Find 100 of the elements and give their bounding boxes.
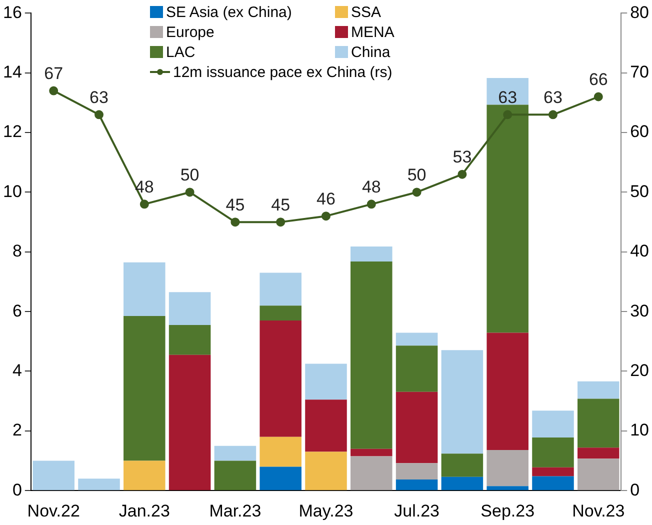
legend-label: Europe	[166, 24, 214, 40]
x-tick-label: May.23	[298, 501, 354, 520]
bar	[486, 486, 528, 490]
y2-tick-label: 70	[630, 62, 650, 82]
bar	[486, 332, 528, 450]
legend-label: 12m issuance pace ex China (rs)	[173, 64, 392, 80]
bar	[78, 478, 120, 490]
bar	[578, 458, 620, 490]
bar	[214, 446, 256, 461]
data-label: 46	[316, 189, 336, 208]
x-tick-label: Nov.23	[572, 501, 625, 520]
bar	[305, 400, 347, 452]
bar	[260, 436, 302, 467]
data-label: 63	[90, 88, 108, 107]
y-tick-label: 10	[2, 182, 22, 201]
bar	[305, 364, 347, 400]
x-tick-label: Jan.23	[118, 501, 170, 520]
legend-label: LAC	[166, 44, 196, 60]
y2-tick-label: 30	[630, 301, 650, 320]
bar	[486, 78, 528, 105]
y-tick-label: 2	[12, 420, 22, 440]
legend-label: SSA	[351, 4, 382, 20]
x-tick-label: Mar.23	[209, 501, 262, 520]
data-label: 45	[271, 195, 290, 214]
y2-tick-label: 60	[630, 122, 650, 142]
data-label: 48	[362, 177, 381, 196]
x-tick-label: Jul.23	[394, 501, 440, 520]
point	[503, 110, 512, 120]
bar	[486, 450, 528, 486]
data-label: 67	[44, 64, 64, 83]
point	[94, 110, 104, 120]
bar	[124, 262, 166, 316]
bar	[441, 454, 484, 477]
data-label: 50	[180, 165, 200, 184]
bar	[532, 476, 574, 490]
bar	[532, 437, 574, 468]
point	[140, 200, 149, 209]
point	[185, 188, 194, 197]
y2-tick-label: 50	[630, 182, 650, 201]
point	[276, 218, 286, 227]
bar	[260, 466, 302, 490]
y-tick-label: 0	[12, 480, 22, 500]
bar	[214, 460, 256, 490]
bar	[396, 392, 438, 464]
data-label: 50	[407, 165, 426, 184]
bar	[260, 272, 302, 306]
point	[412, 188, 422, 197]
legend-label: MENA	[351, 24, 394, 40]
bar	[168, 292, 211, 325]
bar	[350, 261, 392, 449]
bar	[168, 354, 211, 490]
point	[322, 212, 330, 221]
data-label: 53	[452, 148, 472, 167]
bar	[578, 381, 620, 399]
bar	[168, 325, 211, 355]
bar	[578, 448, 620, 459]
y-tick-label: 8	[12, 242, 22, 261]
y2-tick-label: 20	[630, 360, 650, 380]
y2-tick-label: 80	[630, 2, 650, 22]
data-label: 63	[544, 88, 562, 107]
data-label: 63	[498, 88, 518, 107]
y-tick-label: 16	[2, 2, 22, 22]
bar	[124, 316, 166, 461]
bar	[260, 306, 302, 321]
bar	[260, 320, 302, 437]
point	[594, 92, 603, 102]
bar	[578, 398, 620, 448]
bar	[396, 480, 438, 490]
y2-tick-label: 40	[630, 242, 650, 261]
point	[458, 170, 467, 179]
bar	[350, 448, 392, 456]
y-tick-label: 14	[2, 62, 22, 82]
x-tick-label: Nov.22	[27, 501, 80, 520]
bar	[396, 463, 438, 480]
bar	[124, 460, 166, 490]
data-label: 48	[134, 177, 154, 196]
bar	[32, 460, 74, 490]
legend-label: China	[351, 44, 390, 60]
bar	[441, 476, 484, 490]
bar	[486, 104, 528, 333]
bar	[305, 452, 347, 490]
x-tick-label: Sep.23	[480, 501, 535, 520]
point	[366, 200, 376, 209]
point	[49, 86, 58, 96]
y-tick-label: 12	[2, 122, 22, 142]
y2-tick-label: 10	[630, 420, 650, 440]
legend-label: SE Asia (ex China)	[166, 4, 292, 20]
point	[548, 110, 558, 120]
y-tick-label: 4	[12, 360, 22, 380]
y2-tick-label: 0	[630, 480, 640, 500]
y-tick-label: 6	[12, 301, 22, 320]
bar	[532, 410, 574, 438]
bar	[532, 467, 574, 476]
bar	[350, 456, 392, 490]
data-label: 66	[588, 70, 608, 89]
bar	[441, 350, 484, 454]
bar	[396, 346, 438, 392]
bar	[350, 246, 392, 262]
bar	[396, 332, 438, 346]
data-label: 45	[226, 195, 245, 214]
